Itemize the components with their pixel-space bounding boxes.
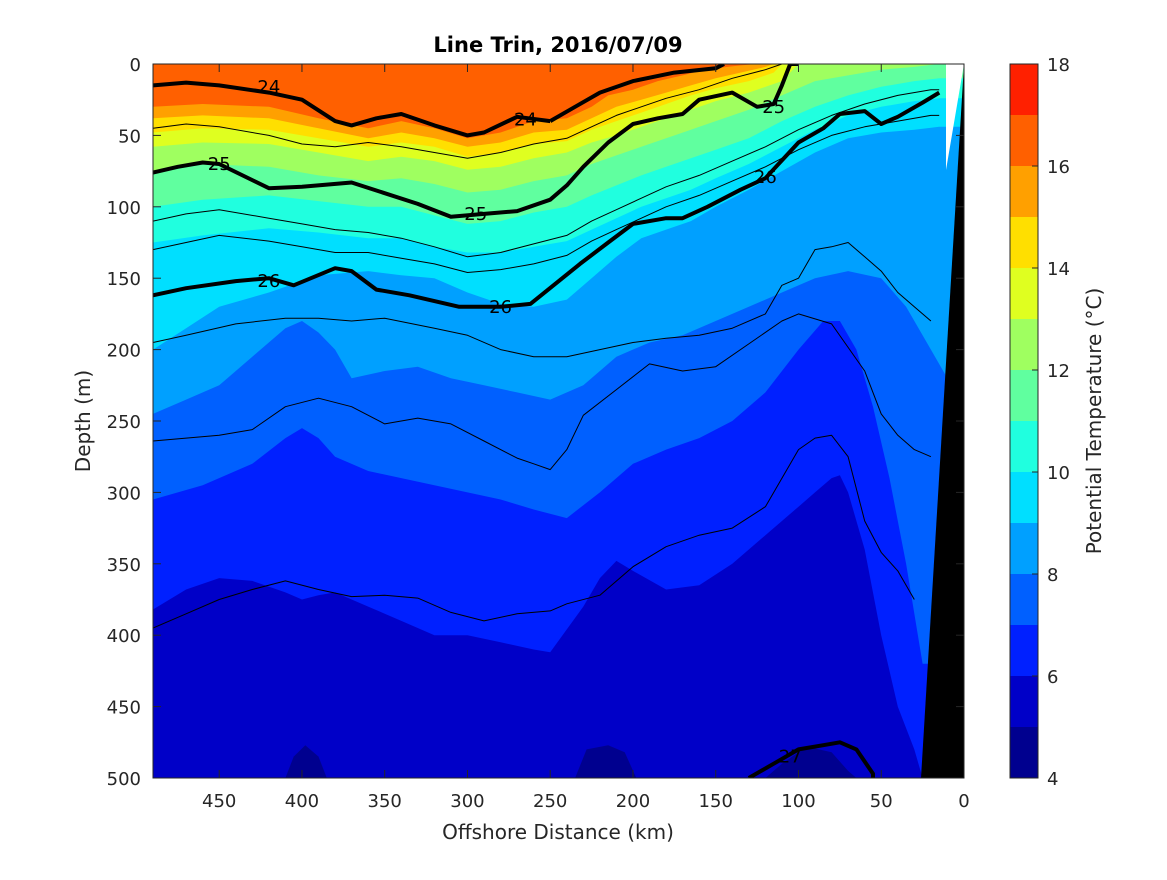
contour-label-27: 27 (779, 747, 802, 768)
x-tick-label: 150 (699, 791, 733, 812)
y-tick-label: 350 (107, 555, 141, 576)
colorbar-band-7-8 (1010, 574, 1038, 625)
temperature-band-16 (153, 64, 766, 139)
y-tick-label: 100 (107, 198, 141, 219)
x-tick-label: 0 (958, 791, 969, 812)
contour-label-25: 25 (464, 204, 487, 225)
colorbar-band-13-14 (1010, 268, 1038, 319)
colorbar-tick-label: 14 (1047, 259, 1070, 280)
x-axis: 450 400 350 300 250 200 150 100 50 0 (202, 64, 970, 812)
y-axis-label: Depth (m) (71, 370, 95, 472)
density-contour-layer (153, 64, 941, 778)
density-contour-thin-10 (153, 313, 932, 471)
x-tick-label: 100 (781, 791, 815, 812)
colorbar-tick-label: 4 (1047, 769, 1058, 790)
colorbar-band-10-11 (1010, 421, 1038, 472)
contour-label-24: 24 (514, 110, 537, 131)
colorbar-tick-label: 6 (1047, 667, 1058, 688)
colorbar-tick-label: 8 (1047, 565, 1058, 586)
contour-label-26: 26 (257, 271, 280, 292)
colorbar-band-11-12 (1010, 370, 1038, 421)
colorbar (1010, 64, 1038, 778)
y-tick-label: 400 (107, 626, 141, 647)
colorbar-band-8-9 (1010, 523, 1038, 574)
y-tick-label: 300 (107, 483, 141, 504)
cold-pocket-1 (285, 745, 327, 778)
colorbar-label: Potential Temperature (°C) (1082, 288, 1106, 555)
no-data-region (946, 64, 964, 170)
colorbar-band-14-15 (1010, 217, 1038, 268)
colorbar-ticks: 4 6 8 10 12 14 16 18 (1032, 55, 1070, 790)
y-tick-label: 250 (107, 412, 141, 433)
density-contour-labels: 24 24 25 25 25 26 26 26 27 (208, 77, 802, 768)
x-tick-label: 50 (870, 791, 893, 812)
y-tick-label: 150 (107, 269, 141, 290)
seafloor-bathymetry (921, 64, 964, 778)
colorbar-band-17-18 (1010, 64, 1038, 115)
colorbar-band-15-16 (1010, 166, 1038, 217)
colorbar-band-12-13 (1010, 319, 1038, 370)
y-tick-label: 500 (107, 769, 141, 790)
colorbar-band-16-17 (1010, 115, 1038, 166)
colorbar-band-4-5 (1010, 727, 1038, 778)
y-tick-label: 200 (107, 341, 141, 362)
colorbar-band-9-10 (1010, 472, 1038, 523)
chart-title: Line Trin, 2016/07/09 (433, 33, 682, 57)
density-contour-thin-9 (153, 242, 932, 358)
y-tick-label: 50 (118, 126, 141, 147)
x-tick-label: 400 (285, 791, 319, 812)
contour-label-25: 25 (208, 154, 231, 175)
colorbar-tick-label: 18 (1047, 55, 1070, 76)
density-contour-24-1 (153, 80, 551, 138)
contour-label-26: 26 (489, 297, 512, 318)
density-contour-26-4 (153, 90, 941, 309)
cold-pocket-3 (765, 746, 857, 778)
colorbar-band-6-7 (1010, 625, 1038, 676)
y-tick-label: 450 (107, 698, 141, 719)
y-tick-label: 0 (130, 55, 141, 76)
x-tick-label: 300 (450, 791, 484, 812)
contour-label-26: 26 (754, 167, 777, 188)
x-axis-label: Offshore Distance (km) (442, 820, 674, 844)
contour-label-25: 25 (762, 97, 785, 118)
x-tick-label: 250 (533, 791, 567, 812)
density-contour-thin-6 (153, 64, 783, 159)
density-contour-thin-11 (153, 434, 915, 629)
colorbar-tick-label: 10 (1047, 463, 1070, 484)
cold-pocket-2 (575, 745, 637, 778)
x-tick-label: 200 (616, 791, 650, 812)
density-contour-thin-7 (153, 89, 940, 258)
colorbar-tick-label: 12 (1047, 361, 1070, 382)
colorbar-frame (1009, 63, 1039, 779)
contour-label-24: 24 (257, 77, 280, 98)
temperature-fill-layer (153, 64, 964, 778)
y-axis: 0 50 100 150 200 250 300 350 400 450 500 (107, 55, 964, 790)
density-contour-thin-8 (153, 114, 940, 273)
x-tick-label: 350 (368, 791, 402, 812)
x-tick-label: 450 (202, 791, 236, 812)
density-contour-25-3 (153, 64, 799, 219)
colorbar-tick-label: 16 (1047, 157, 1070, 178)
density-contour-27-5 (747, 740, 875, 778)
colorbar-band-5-6 (1010, 676, 1038, 727)
plot-area (153, 64, 964, 778)
